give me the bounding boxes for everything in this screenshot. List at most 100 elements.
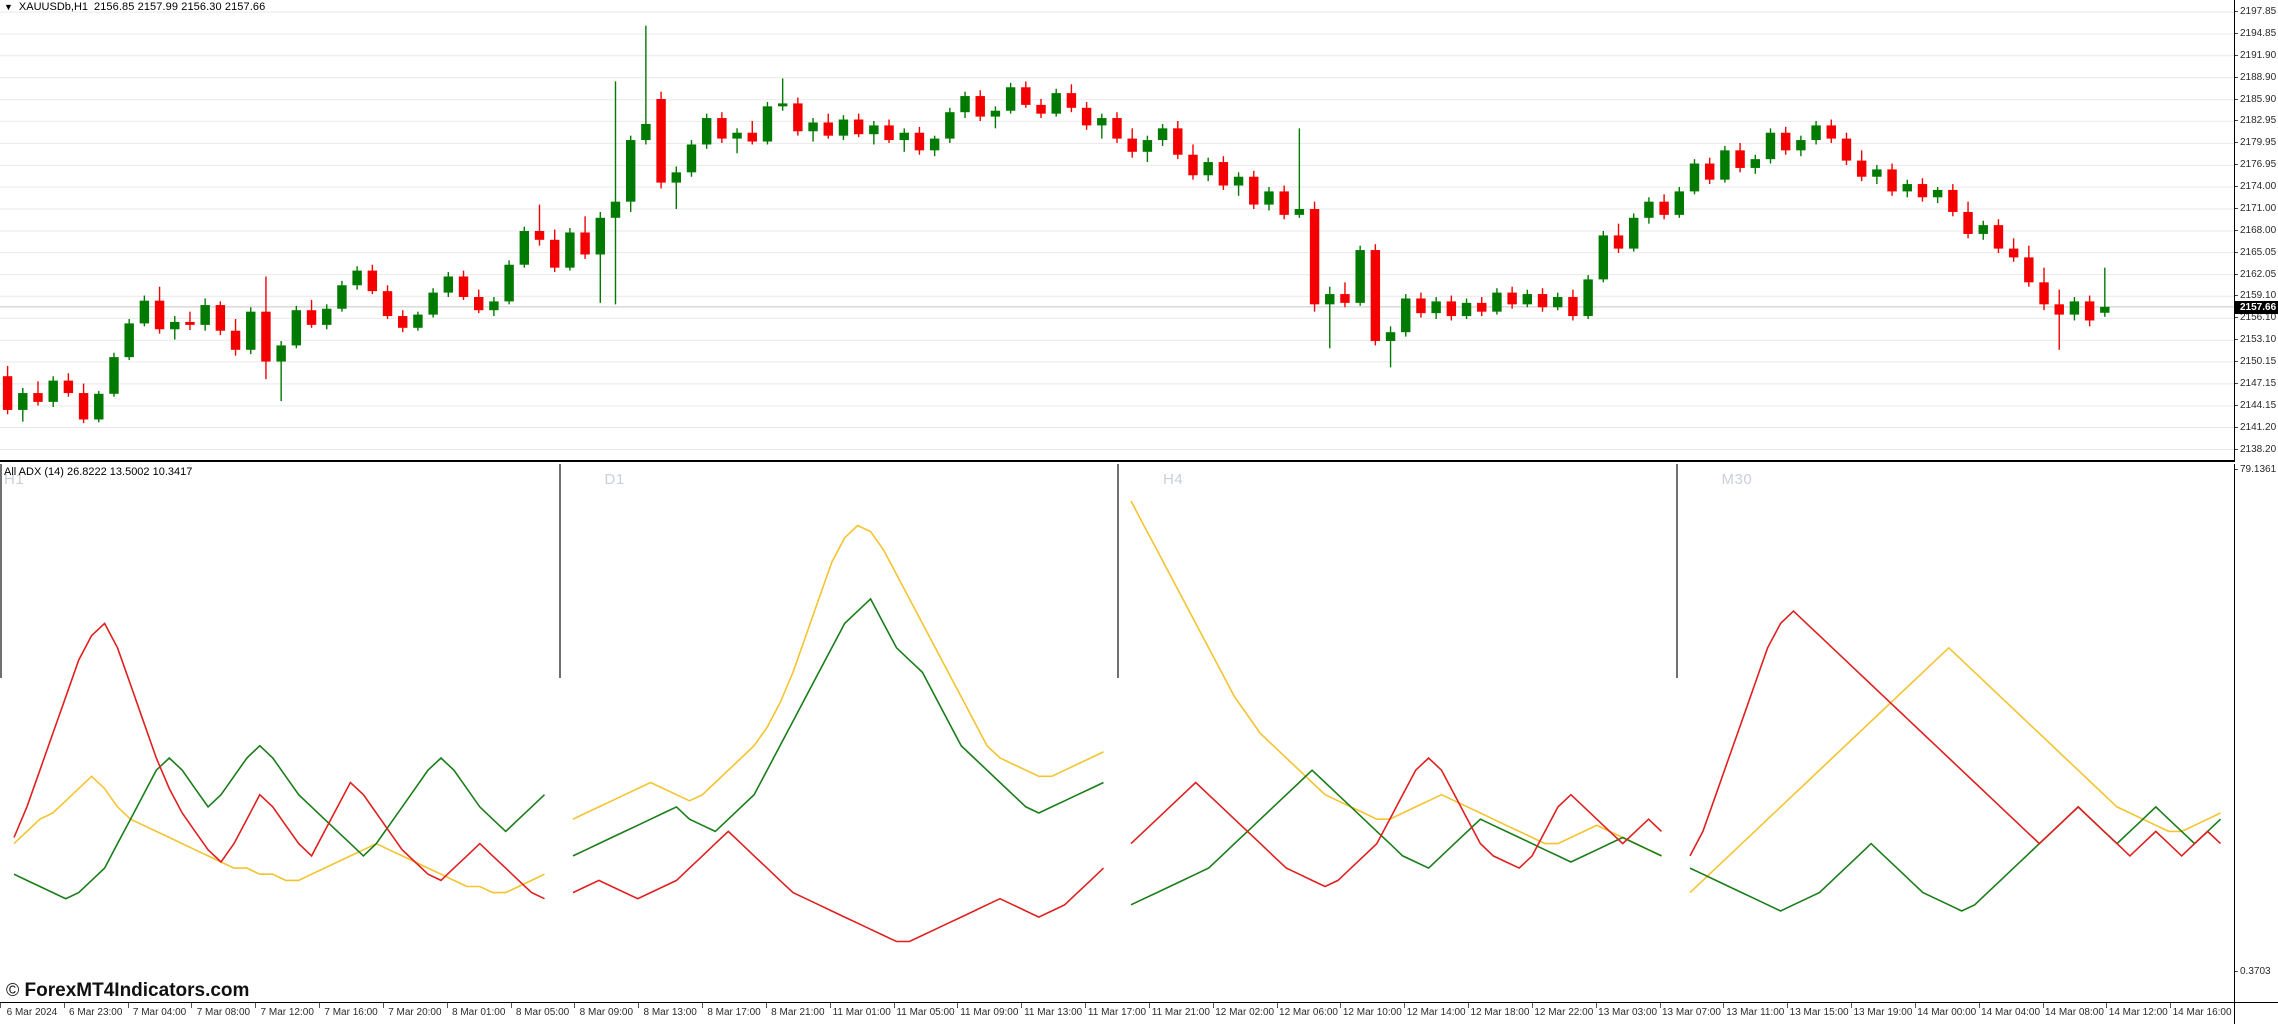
time-label: 8 Mar 17:00 [707,1007,761,1018]
time-tick [319,1003,321,1008]
adx-plot-h4 [1130,500,1663,906]
candlestick-canvas [0,11,2234,451]
time-label: 8 Mar 09:00 [579,1007,634,1018]
time-tick [1276,1003,1278,1008]
price-tick: 2194.85 [2235,28,2278,40]
time-label: 8 Mar 13:00 [643,1007,697,1018]
time-tick [1659,1003,1661,1008]
time-label: 12 Mar 14:00 [1406,1007,1466,1018]
time-label: 12 Mar 06:00 [1279,1007,1338,1018]
time-tick [1595,1003,1597,1008]
price-tick: 2182.95 [2235,115,2278,127]
price-tick: 2147.15 [2235,378,2278,390]
time-label: 13 Mar 19:00 [1853,1007,1913,1018]
time-label: 13 Mar 15:00 [1789,1007,1849,1018]
price-tick: 2162.05 [2235,269,2278,281]
time-label: 12 Mar 22:00 [1534,1007,1594,1018]
time-label: 11 Mar 13:00 [1024,1007,1083,1018]
indicator-min-label: 0.3703 [2235,966,2278,978]
adx-indicator-pane[interactable]: All ADX (14) 26.8222 13.5002 10.3417 H1 D… [0,464,2234,1002]
timeframe-label-h4: H4 [1163,471,1184,488]
price-tick: 2150.15 [2235,356,2278,368]
time-label: 6 Mar 2024 [6,1007,58,1018]
adx-plot-h1 [13,622,546,900]
time-tick [2042,1003,2044,1008]
watermark-text: ForexMT4Indicators.com [24,980,250,1001]
timeframe-label-h1: H1 [4,471,25,488]
price-chart-pane[interactable] [0,0,2234,462]
time-label: 14 Mar 12:00 [2108,1007,2168,1018]
ohlc-values: 2156.85 2157.99 2156.30 2157.66 [94,1,266,13]
indicator-max-label: 79.1361 [2235,464,2278,476]
price-tick: 2176.95 [2235,159,2278,171]
time-label: 12 Mar 18:00 [1470,1007,1530,1018]
time-label: 12 Mar 10:00 [1342,1007,1402,1018]
panel-separator [0,464,2,678]
time-tick [574,1003,576,1008]
indicator-axis[interactable]: 79.1361 0.3703 [2234,464,2278,1002]
time-tick [191,1003,193,1008]
time-tick [1404,1003,1406,1008]
time-tick [382,1003,384,1008]
time-label: 8 Mar 01:00 [452,1007,506,1018]
price-axis[interactable]: 2197.85 2194.85 2191.90 2188.90 2185.90 2182.… [2234,0,2278,462]
price-tick: 2138.20 [2235,444,2278,456]
time-label: 7 Mar 12:00 [260,1007,314,1018]
time-tick [2170,1003,2172,1008]
copyright-icon: © [6,980,20,1000]
time-tick [1148,1003,1150,1008]
time-label: 6 Mar 23:00 [69,1007,123,1018]
time-tick [1978,1003,1980,1008]
symbol-period-label: XAUUSDb,H1 [18,1,88,13]
chart-header: ▼ XAUUSDb,H1 2156.85 2157.99 2156.30 215… [0,0,265,14]
time-tick [63,1003,65,1008]
site-watermark: © ForexMT4Indicators.com [6,980,249,1002]
time-label: 7 Mar 08:00 [196,1007,251,1018]
price-tick: 2185.90 [2235,94,2278,106]
price-tick: 2171.00 [2235,203,2278,215]
time-tick [510,1003,512,1008]
time-label: 13 Mar 03:00 [1598,1007,1658,1018]
price-tick: 2165.05 [2235,247,2278,259]
panel-separator [558,464,561,678]
time-tick [638,1003,640,1008]
time-tick [702,1003,704,1008]
time-label: 14 Mar 16:00 [2172,1007,2232,1018]
price-tick: 2191.90 [2235,50,2278,62]
panel-separator [1117,464,1119,678]
time-tick [1723,1003,1725,1008]
time-tick [1021,1003,1023,1008]
time-tick [1787,1003,1789,1008]
time-tick [0,1003,1,1008]
indicator-title: All ADX (14) 26.8222 13.5002 10.3417 [4,466,193,478]
time-label: 14 Mar 00:00 [1917,1007,1977,1018]
time-tick [1212,1003,1214,1008]
time-label: 14 Mar 08:00 [2044,1007,2104,1018]
time-tick [893,1003,895,1008]
price-tick: 2168.00 [2235,225,2278,237]
time-tick [1340,1003,1342,1008]
price-tick: 2179.95 [2235,137,2278,149]
time-label: 11 Mar 09:00 [960,1007,1019,1018]
time-label: 11 Mar 05:00 [896,1007,955,1018]
time-axis[interactable]: 6 Mar 2024 6 Mar 23:00 7 Mar 04:00 7 Mar 08… [0,1002,2234,1024]
time-label: 12 Mar 02:00 [1215,1007,1275,1018]
caret-down-icon[interactable]: ▼ [4,1,13,12]
timeframe-label-m30: M30 [1721,471,1753,488]
time-tick [2106,1003,2108,1008]
axis-corner [2234,1002,2278,1024]
time-label: 11 Mar 17:00 [1087,1007,1147,1018]
price-tick: 2159.10 [2235,290,2278,302]
current-price-marker: 2157.66 [2235,300,2278,314]
time-tick [765,1003,767,1008]
time-tick [1914,1003,1916,1008]
price-tick: 2141.20 [2235,422,2278,434]
price-tick: 2188.90 [2235,72,2278,84]
time-label: 8 Mar 05:00 [515,1007,570,1018]
adx-plot-d1 [572,524,1104,943]
time-label: 11 Mar 01:00 [832,1007,891,1018]
time-tick [1468,1003,1470,1008]
time-label: 11 Mar 21:00 [1151,1007,1210,1018]
time-tick [446,1003,448,1008]
